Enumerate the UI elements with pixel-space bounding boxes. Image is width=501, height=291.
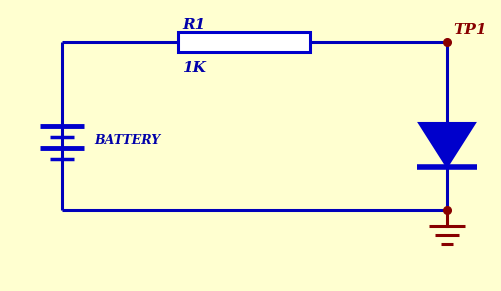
Text: R1: R1 bbox=[182, 18, 205, 32]
Text: 1K: 1K bbox=[182, 61, 206, 75]
Text: TP1: TP1 bbox=[453, 23, 486, 37]
Text: BATTERY: BATTERY bbox=[94, 134, 160, 146]
Bar bbox=[178, 32, 310, 52]
Polygon shape bbox=[419, 123, 475, 167]
